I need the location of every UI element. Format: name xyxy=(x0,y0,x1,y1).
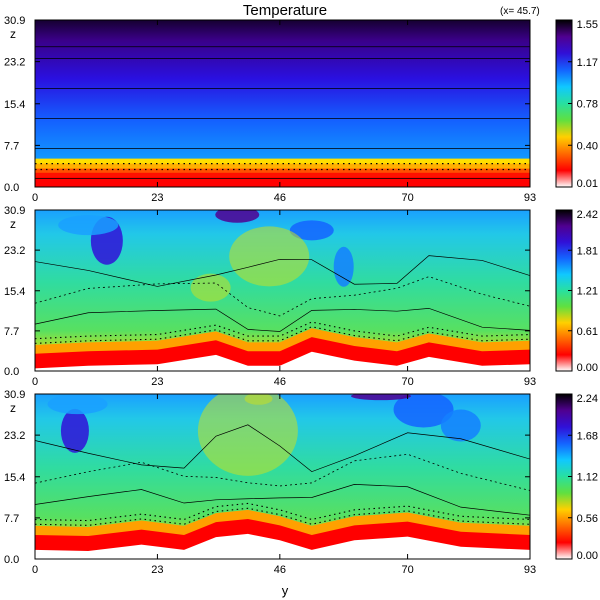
heatmap-field xyxy=(35,20,530,187)
x-tick-label: 46 xyxy=(274,192,286,204)
y-axis-label: z xyxy=(10,401,16,415)
colorbar-tick-label: 2.24 xyxy=(577,393,598,405)
colorbar-tick-label: 0.00 xyxy=(577,550,598,562)
x-tick-label: 23 xyxy=(151,376,163,388)
figure-title: Temperature xyxy=(243,2,327,19)
y-tick-label: 23.2 xyxy=(4,245,25,257)
y-tick-label: 7.7 xyxy=(4,140,19,152)
x-tick-label: 23 xyxy=(151,192,163,204)
heatmap-field xyxy=(35,394,530,559)
colorbar-tick-label: 1.68 xyxy=(577,430,598,442)
colorbar-tick-label: 2.42 xyxy=(577,209,598,221)
y-tick-label: 15.4 xyxy=(4,472,25,484)
x-tick-label: 70 xyxy=(401,564,413,576)
x-tick-label: 0 xyxy=(32,376,38,388)
colorbar-tick-label: 1.12 xyxy=(577,472,598,484)
x-tick-label: 0 xyxy=(32,564,38,576)
y-tick-label: 0.0 xyxy=(4,554,19,566)
x-tick-label: 93 xyxy=(524,564,536,576)
colorbar-tick-label: 1.81 xyxy=(577,245,598,257)
colorbar-tick-label: 0.61 xyxy=(577,326,598,338)
y-tick-label: 0.0 xyxy=(4,182,19,194)
y-axis-label: z xyxy=(10,27,16,41)
y-tick-label: 7.7 xyxy=(4,513,19,525)
y-tick-label: 30.9 xyxy=(4,205,25,217)
position-annotation: (x= 45.7) xyxy=(500,6,540,17)
x-tick-label: 93 xyxy=(524,192,536,204)
y-tick-label: 0.0 xyxy=(4,366,19,378)
heatmap-field xyxy=(35,210,530,371)
colorbar-tick-label: 1.21 xyxy=(577,286,598,298)
colorbar-tick-label: 0.00 xyxy=(577,362,598,374)
heatmap-panel-1: 0.0 7.7 15.4 23.2 30.9z 0 23 46 70 93 0.01 0.40 0.78… xyxy=(4,15,598,204)
colorbar-tick-label: 0.78 xyxy=(577,99,598,111)
y-tick-label: 15.4 xyxy=(4,286,25,298)
colorbar-tick-label: 0.56 xyxy=(577,513,598,525)
x-tick-label: 93 xyxy=(524,376,536,388)
heatmap-panel-2: 0.0 7.7 15.4 23.2 30.9z 0 23 46 70 93 0.00 0.61 1.21… xyxy=(4,205,598,388)
x-tick-label: 70 xyxy=(401,376,413,388)
x-tick-label: 46 xyxy=(274,564,286,576)
x-tick-label: 23 xyxy=(151,564,163,576)
colorbar-tick-label: 0.40 xyxy=(577,140,598,152)
x-tick-label: 46 xyxy=(274,376,286,388)
colorbar-tick-label: 1.55 xyxy=(577,19,598,31)
y-tick-label: 30.9 xyxy=(4,15,25,27)
x-axis-label: y xyxy=(282,583,289,598)
y-axis-label: z xyxy=(10,217,16,231)
colorbar-tick-label: 1.17 xyxy=(577,57,598,69)
colorbar-tick-label: 0.01 xyxy=(577,178,598,190)
x-tick-label: 70 xyxy=(401,192,413,204)
x-tick-label: 0 xyxy=(32,192,38,204)
y-tick-label: 30.9 xyxy=(4,389,25,401)
heatmap-panel-3: 0.0 7.7 15.4 23.2 30.9z 0 23 46 70 93 0.00 0.56 1.12… xyxy=(4,389,598,576)
y-tick-label: 23.2 xyxy=(4,430,25,442)
y-tick-label: 15.4 xyxy=(4,99,25,111)
y-tick-label: 23.2 xyxy=(4,57,25,69)
y-tick-label: 7.7 xyxy=(4,326,19,338)
